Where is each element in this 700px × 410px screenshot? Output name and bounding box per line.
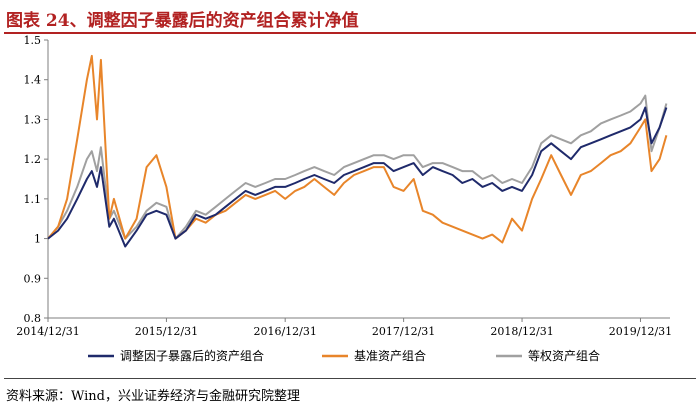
- y-tick-label: 1.3: [24, 113, 42, 126]
- chart-legend: 调整因子暴露后的资产组合 基准资产组合 等权资产组合: [88, 348, 600, 363]
- x-tick-label: 2019/12/31: [609, 325, 672, 338]
- y-tick-label: 1: [34, 233, 41, 246]
- source-bar: 资料来源：Wind，兴业证券经济与金融研究院整理: [4, 378, 696, 409]
- legend-label-2: 等权资产组合: [528, 348, 600, 363]
- source-note: 资料来源：Wind，兴业证券经济与金融研究院整理: [6, 389, 300, 404]
- x-tick-label: 2014/12/31: [16, 325, 79, 338]
- y-tick-label: 1.1: [24, 193, 42, 206]
- chart-series: [47, 54, 668, 248]
- y-tick-label: 0.9: [24, 272, 42, 285]
- x-tick-label: 2015/12/31: [135, 325, 198, 338]
- chart-title: 图表 24、调整因子暴露后的资产组合累计净值: [6, 11, 359, 31]
- series-line-0: [47, 106, 668, 248]
- legend-label-0: 调整因子暴露后的资产组合: [120, 348, 264, 363]
- series-line-2: [47, 94, 668, 240]
- legend-label-1: 基准资产组合: [354, 348, 426, 363]
- y-tick-label: 1.4: [24, 74, 42, 87]
- y-tick-label: 1.5: [24, 34, 42, 47]
- y-tick-label: 0.8: [24, 312, 42, 325]
- chart-axes: 0.8 0.9 1 1.1 1.2 1.3 1.4 1.5 2014/12/31 2015/12/…: [16, 34, 672, 338]
- series-line-1: [47, 54, 668, 244]
- x-tick-label: 2016/12/31: [253, 325, 316, 338]
- x-tick-label: 2018/12/31: [490, 325, 553, 338]
- y-tick-label: 1.2: [24, 153, 42, 166]
- title-bar: 图表 24、调整因子暴露后的资产组合累计净值: [4, 2, 696, 34]
- x-tick-label: 2017/12/31: [372, 325, 435, 338]
- line-chart: 0.8 0.9 1 1.1 1.2 1.3 1.4 1.5 2014/12/31 2015/12/…: [16, 34, 672, 363]
